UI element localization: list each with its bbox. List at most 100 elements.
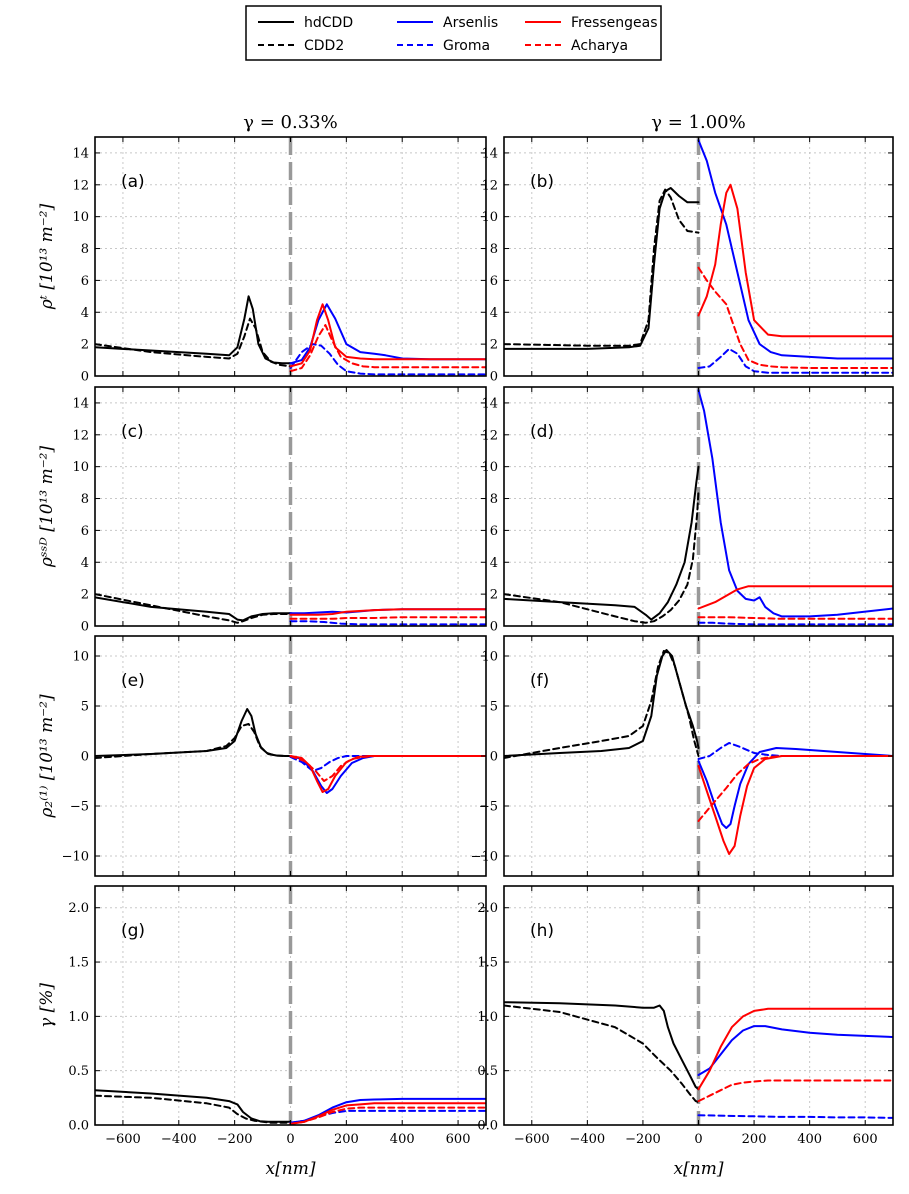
panel-c-ytick-label: 12 xyxy=(72,428,89,443)
panel-f-label: (f) xyxy=(530,671,549,691)
panel-e-label: (e) xyxy=(121,671,145,691)
x-axis-label-2: x[nm] xyxy=(674,1159,724,1179)
panel-a-series-groma xyxy=(289,343,486,376)
panel-d-label: (d) xyxy=(530,422,554,442)
panel-c-ytick-label: 8 xyxy=(81,492,89,507)
panel-a-series-cdd2 xyxy=(95,317,292,368)
panel-h-series-arsenlis xyxy=(697,1025,893,1076)
panel-b-ytick-label: 10 xyxy=(481,210,498,225)
panel-c-ytick-label: 4 xyxy=(81,556,89,571)
panel-b-ytick-label: 2 xyxy=(490,338,498,353)
panel-h-series-hdcdd xyxy=(504,1001,700,1091)
panel-h-xtick-label: 400 xyxy=(797,1132,822,1147)
panel-c-label: (c) xyxy=(121,422,144,442)
panel-e-ytick-label: 10 xyxy=(72,650,89,665)
panel-g-xtick-label: −400 xyxy=(161,1132,197,1147)
x-axis-label-1: x[nm] xyxy=(266,1159,316,1179)
panel-d-ytick-label: 10 xyxy=(481,460,498,475)
panel-a: 0 2 4 6 8 10 12 14 (a) xyxy=(72,136,487,385)
panel-g-xtick-label: 400 xyxy=(390,1132,415,1147)
panel-d-series-groma xyxy=(697,621,893,626)
panel-f-ytick-label: 10 xyxy=(481,650,498,665)
panel-e-series-hdcdd xyxy=(95,708,292,757)
panel-e-ytick-label: 5 xyxy=(81,700,89,715)
panel-a-series-hdcdd xyxy=(95,295,292,365)
panel-b-series-acharya xyxy=(697,266,893,369)
panel-a-series-acharya xyxy=(289,324,486,373)
panel-g-xtick-label: −200 xyxy=(217,1132,253,1147)
panel-h-series-fressengeas xyxy=(697,1007,893,1091)
panel-b-label: (b) xyxy=(530,172,554,192)
panel-h-ytick-label: 1.0 xyxy=(477,1010,498,1025)
panel-c-ytick-label: 0 xyxy=(81,620,89,635)
panel-h-xtick-label: −400 xyxy=(569,1132,605,1147)
panel-d-ytick-label: 12 xyxy=(481,428,498,443)
panel-a-series-fressengeas xyxy=(289,303,486,368)
legend-label-arsenlis: Arsenlis xyxy=(443,15,498,31)
y-axis-label-row-2: ρˢˢᴰ [10¹³ m⁻²] xyxy=(37,445,57,568)
panel-f-ytick-label: −5 xyxy=(479,800,498,815)
panel-b-series-groma xyxy=(697,347,893,374)
panel-b-ytick-label: 0 xyxy=(490,370,498,385)
panel-h: 0.0 0.5 1.0 1.5 2.0 −600 −400 −200 0 200 400 600 (h) xyxy=(477,885,894,1147)
panel-d-ytick-label: 4 xyxy=(490,556,498,571)
panel-f-series-acharya xyxy=(697,755,893,822)
panel-g-series-hdcdd xyxy=(95,1089,292,1123)
panel-a-ytick-label: 10 xyxy=(72,210,89,225)
x-axis-labels: x[nm] x[nm] xyxy=(266,1159,724,1179)
panel-h-series-cdd2 xyxy=(504,1004,700,1104)
column-title-1: γ = 0.33% xyxy=(243,112,337,133)
panel-b-ytick-label: 14 xyxy=(481,146,498,161)
panel-e: −10 −5 0 5 10 (e) xyxy=(62,635,487,877)
legend-label-groma: Groma xyxy=(443,38,490,54)
legend-label-hdcdd: hdCDD xyxy=(304,15,353,31)
panel-d-ytick-label: 2 xyxy=(490,588,498,603)
panel-g-label: (g) xyxy=(121,921,145,941)
panel-g-xtick-label: 200 xyxy=(334,1132,359,1147)
panel-e-ytick-label: 0 xyxy=(81,750,89,765)
panel-b-series-arsenlis xyxy=(697,139,893,360)
panel-e-ytick-label: −5 xyxy=(70,800,89,815)
panel-c-series-cdd2 xyxy=(95,593,292,624)
panel-d: 0 2 4 6 8 10 12 14 (d) xyxy=(481,386,894,635)
panel-c-series-acharya xyxy=(289,616,486,620)
panel-g-ytick-label: 2.0 xyxy=(68,901,89,916)
panel-e-series-fressengeas xyxy=(289,755,486,793)
legend-label-acharya: Acharya xyxy=(571,38,628,54)
panel-c-series-groma xyxy=(289,620,486,626)
panel-d-ytick-label: 14 xyxy=(481,396,498,411)
panel-a-ytick-label: 14 xyxy=(72,146,89,161)
panel-g-xtick-label: −600 xyxy=(105,1132,141,1147)
panel-c-ytick-label: 2 xyxy=(81,588,89,603)
panel-a-ytick-label: 0 xyxy=(81,370,89,385)
panel-d-ytick-label: 6 xyxy=(490,524,498,539)
panel-h-xtick-label: −200 xyxy=(625,1132,661,1147)
panel-h-ytick-label: 0.0 xyxy=(477,1119,498,1134)
panel-g-ytick-label: 0.0 xyxy=(68,1119,89,1134)
legend: hdCDD CDD2 Arsenlis Groma Fressengeas Acharya xyxy=(245,5,662,61)
panel-h-series-groma xyxy=(697,1114,893,1119)
panel-b-ytick-label: 8 xyxy=(490,242,498,257)
y-axis-label-row-4: γ [%] xyxy=(37,983,57,1028)
legend-label-fressengeas: Fressengeas xyxy=(571,15,658,31)
panel-f-series-fressengeas xyxy=(697,755,893,855)
panel-e-series-groma xyxy=(289,755,486,772)
panel-f-series-arsenlis xyxy=(697,747,893,829)
panel-b-series-cdd2 xyxy=(504,188,700,347)
panel-f-ytick-label: 0 xyxy=(490,750,498,765)
panel-c-ytick-label: 10 xyxy=(72,460,89,475)
panel-g-ytick-label: 1.5 xyxy=(68,956,89,971)
panel-e-series-cdd2 xyxy=(95,723,292,759)
panel-a-ytick-label: 4 xyxy=(81,306,89,321)
panel-a-ytick-label: 12 xyxy=(72,178,89,193)
panel-g-xtick-label: 0 xyxy=(286,1132,294,1147)
panel-b-ytick-label: 4 xyxy=(490,306,498,321)
panel-h-ytick-label: 0.5 xyxy=(477,1064,498,1079)
panel-a-ytick-label: 8 xyxy=(81,242,89,257)
panel-b: 0 2 4 6 8 10 12 14 (b) xyxy=(481,136,894,385)
panel-a-ytick-label: 6 xyxy=(81,274,89,289)
panel-h-series-acharya xyxy=(697,1079,893,1103)
panel-d-series-cdd2 xyxy=(504,489,700,624)
panels: 0 2 4 6 8 10 12 14 (a) 0 2 4 6 8 10 12 14 (b) 0 2 4 6 8 10 12 14 (… xyxy=(62,136,894,1147)
